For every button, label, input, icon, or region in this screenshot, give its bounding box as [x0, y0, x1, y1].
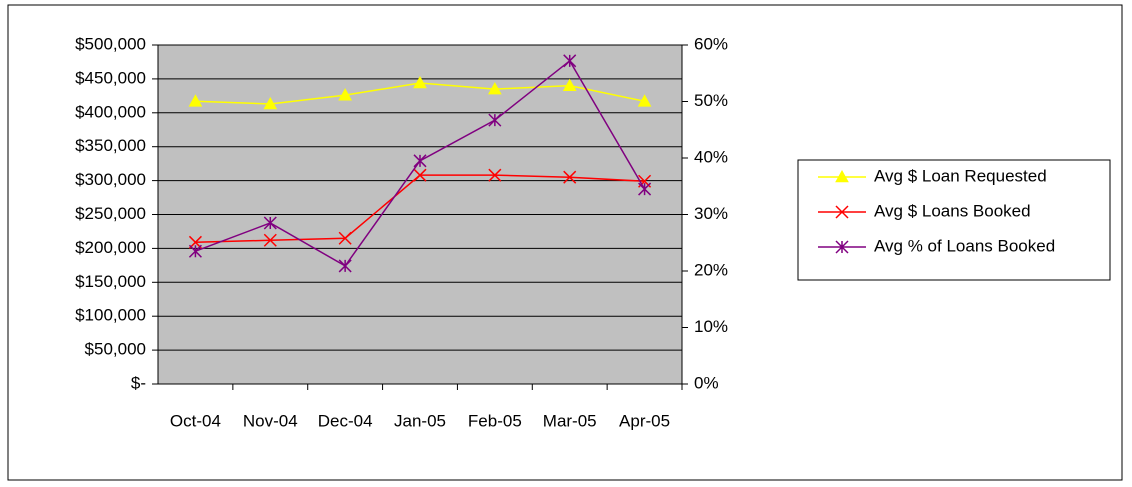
y2-tick-label: 10% — [694, 317, 728, 336]
marker — [188, 94, 203, 107]
marker — [637, 94, 652, 107]
y-tick-label: $250,000 — [75, 204, 146, 223]
marker — [263, 96, 278, 110]
marker — [488, 113, 502, 127]
y-tick-label: $450,000 — [75, 68, 146, 87]
marker — [488, 168, 502, 182]
x-tick-label: Mar-05 — [543, 411, 597, 430]
y2-tick-label: 30% — [694, 204, 728, 223]
marker — [638, 182, 652, 196]
marker — [338, 88, 352, 101]
y-tick-label: $400,000 — [75, 102, 146, 121]
x-tick-label: Oct-04 — [170, 411, 221, 430]
x-tick-label: Nov-04 — [243, 411, 298, 430]
y2-tick-label: 20% — [694, 260, 728, 279]
legend-label: Avg $ Loan Requested — [874, 166, 1047, 185]
marker — [413, 168, 427, 182]
y2-tick-label: 60% — [694, 34, 728, 53]
legend-label: Avg % of Loans Booked — [874, 236, 1055, 255]
y2-tick-label: 40% — [694, 147, 728, 166]
x-tick-label: Jan-05 — [394, 411, 446, 430]
y-tick-label: $- — [131, 373, 146, 392]
y-tick-label: $300,000 — [75, 170, 146, 189]
y-tick-label: $350,000 — [75, 136, 146, 155]
legend-marker — [835, 205, 849, 219]
marker — [338, 259, 352, 273]
marker — [338, 231, 352, 245]
marker — [263, 216, 277, 230]
legend-label: Avg $ Loans Booked — [874, 201, 1031, 220]
x-tick-label: Dec-04 — [318, 411, 373, 430]
y2-tick-label: 0% — [694, 373, 719, 392]
marker — [562, 78, 577, 91]
y-tick-label: $100,000 — [75, 306, 146, 325]
y-tick-label: $50,000 — [85, 340, 146, 359]
y-tick-label: $150,000 — [75, 272, 146, 291]
marker — [563, 54, 577, 68]
marker — [413, 75, 427, 89]
legend-box — [797, 159, 1111, 281]
marker — [563, 170, 577, 184]
y2-tick-label: 50% — [694, 91, 728, 110]
marker — [188, 244, 202, 258]
marker — [263, 233, 277, 247]
marker — [488, 82, 502, 95]
marker — [413, 154, 427, 168]
y-tick-label: $200,000 — [75, 238, 146, 257]
legend-marker — [835, 169, 849, 183]
x-tick-label: Feb-05 — [468, 411, 522, 430]
legend-marker — [835, 240, 849, 254]
x-tick-label: Apr-05 — [619, 411, 670, 430]
y-tick-label: $500,000 — [75, 34, 146, 53]
